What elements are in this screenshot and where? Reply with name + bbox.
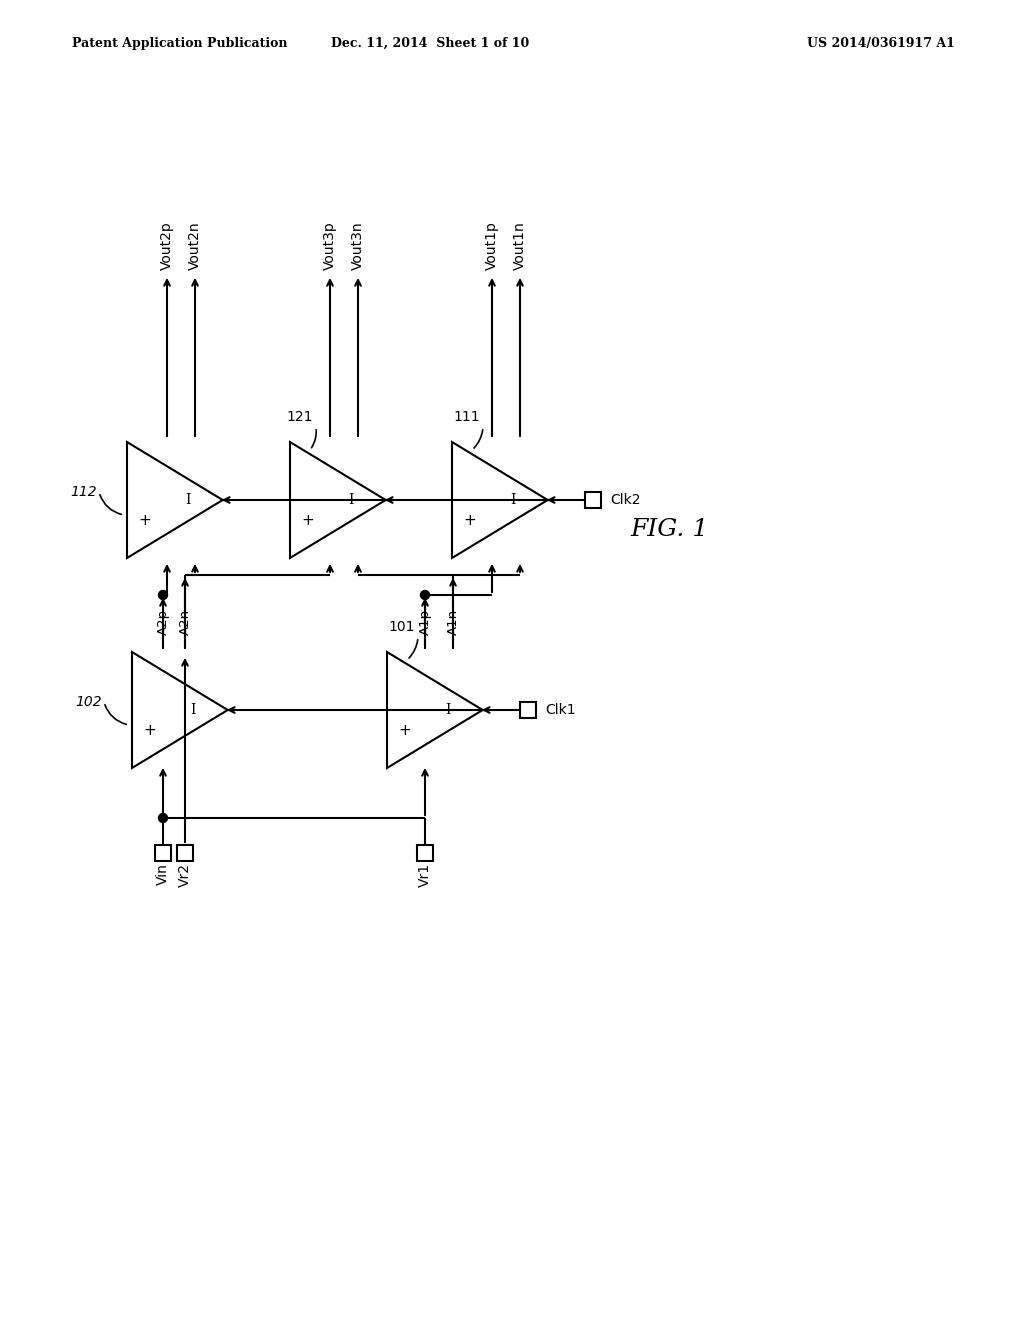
Text: +: + bbox=[302, 512, 314, 528]
Text: Vout2n: Vout2n bbox=[188, 222, 202, 271]
Text: A2n: A2n bbox=[178, 609, 191, 635]
Circle shape bbox=[159, 590, 168, 599]
Text: FIG. 1: FIG. 1 bbox=[631, 519, 710, 541]
Text: A1n: A1n bbox=[446, 609, 460, 635]
Text: 121: 121 bbox=[287, 411, 313, 424]
Circle shape bbox=[159, 813, 168, 822]
Bar bbox=[520, 702, 536, 718]
Text: Vout3p: Vout3p bbox=[323, 222, 337, 271]
Text: Clk2: Clk2 bbox=[610, 492, 641, 507]
Text: 111: 111 bbox=[454, 411, 480, 424]
Bar bbox=[155, 845, 171, 861]
Text: I: I bbox=[510, 492, 516, 507]
Text: Vout1n: Vout1n bbox=[513, 222, 527, 271]
Circle shape bbox=[421, 590, 429, 599]
Text: A2p: A2p bbox=[157, 609, 170, 635]
Text: +: + bbox=[464, 512, 476, 528]
Text: Vr2: Vr2 bbox=[178, 863, 193, 887]
Text: +: + bbox=[138, 512, 152, 528]
Text: Vin: Vin bbox=[156, 863, 170, 884]
Text: Vout1p: Vout1p bbox=[485, 222, 499, 271]
Text: +: + bbox=[398, 723, 412, 738]
Text: US 2014/0361917 A1: US 2014/0361917 A1 bbox=[807, 37, 955, 50]
Text: +: + bbox=[143, 723, 157, 738]
Text: I: I bbox=[445, 704, 451, 717]
Text: 101: 101 bbox=[388, 620, 415, 634]
Text: 102: 102 bbox=[76, 696, 102, 709]
Bar bbox=[177, 845, 193, 861]
Text: I: I bbox=[348, 492, 353, 507]
Text: A1p: A1p bbox=[419, 609, 431, 635]
Text: Dec. 11, 2014  Sheet 1 of 10: Dec. 11, 2014 Sheet 1 of 10 bbox=[331, 37, 529, 50]
Text: I: I bbox=[185, 492, 190, 507]
Bar bbox=[417, 845, 433, 861]
Text: 112: 112 bbox=[71, 484, 97, 499]
Text: Vout2p: Vout2p bbox=[160, 222, 174, 271]
Text: Clk1: Clk1 bbox=[546, 704, 577, 717]
Text: Vr1: Vr1 bbox=[418, 863, 432, 887]
Bar bbox=[585, 492, 601, 508]
Text: I: I bbox=[190, 704, 196, 717]
Text: Vout3n: Vout3n bbox=[351, 222, 365, 271]
Text: Patent Application Publication: Patent Application Publication bbox=[72, 37, 288, 50]
